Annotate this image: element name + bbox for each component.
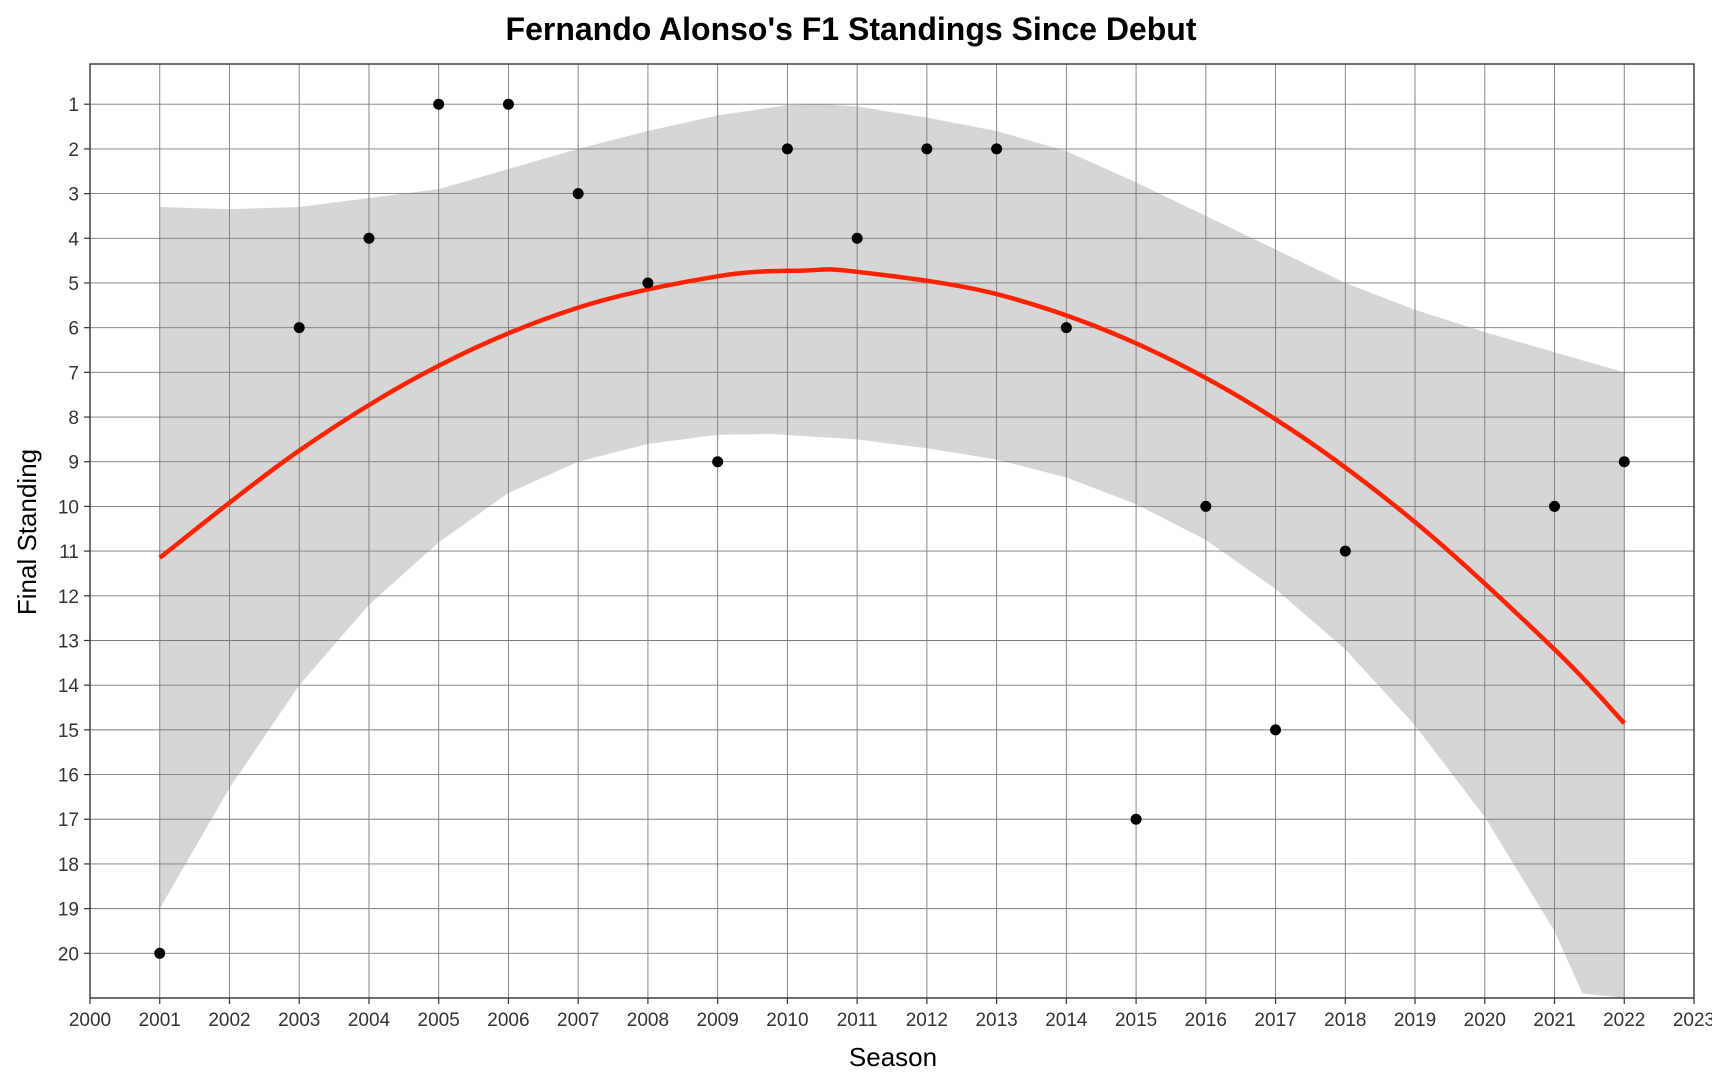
x-tick-label: 2011 bbox=[837, 1010, 878, 1031]
x-tick-label: 2000 bbox=[69, 1010, 111, 1031]
y-tick-label: 19 bbox=[58, 900, 79, 921]
x-tick-label: 2014 bbox=[1045, 1010, 1088, 1031]
y-tick-label: 12 bbox=[58, 587, 79, 608]
y-axis-title: Final Standing bbox=[12, 449, 42, 615]
chart-title: Fernando Alonso's F1 Standings Since Deb… bbox=[506, 11, 1197, 47]
x-tick-label: 2009 bbox=[697, 1010, 739, 1031]
x-tick-label: 2013 bbox=[975, 1010, 1017, 1031]
y-tick-label: 3 bbox=[68, 185, 79, 206]
data-point-2022 bbox=[1618, 456, 1630, 468]
y-tick-label: 5 bbox=[68, 274, 79, 295]
trend-line bbox=[158, 267, 1626, 725]
data-point-2008 bbox=[642, 277, 654, 289]
x-tick-label: 2003 bbox=[278, 1010, 320, 1031]
data-point-2012 bbox=[921, 143, 933, 155]
panel-border bbox=[89, 63, 1695, 999]
x-tick-label: 2016 bbox=[1185, 1010, 1227, 1031]
y-tick-label: 4 bbox=[68, 229, 79, 250]
y-tick-label: 6 bbox=[68, 319, 79, 340]
x-axis-title: Season bbox=[849, 1042, 937, 1072]
data-point-2011 bbox=[851, 232, 863, 244]
x-tick-label: 2015 bbox=[1115, 1010, 1157, 1031]
x-tick-label: 2020 bbox=[1464, 1010, 1506, 1031]
plot-area: 2000 2001 2002 2003 2004 2005 2006 2007 2008 2009… bbox=[58, 63, 1712, 1031]
data-points bbox=[154, 98, 1630, 959]
y-tick-label: 14 bbox=[58, 676, 80, 697]
x-tick-label: 2008 bbox=[627, 1010, 669, 1031]
data-point-2015 bbox=[1130, 813, 1142, 825]
x-tick-label: 2017 bbox=[1254, 1010, 1296, 1031]
data-point-2013 bbox=[991, 143, 1003, 155]
data-point-2021 bbox=[1549, 500, 1561, 512]
x-tick-label: 2012 bbox=[906, 1010, 948, 1031]
x-tick-label: 2023 bbox=[1673, 1010, 1712, 1031]
data-point-2017 bbox=[1270, 724, 1282, 736]
data-point-2003 bbox=[293, 322, 305, 334]
data-point-2010 bbox=[781, 143, 793, 155]
x-tick-label: 2010 bbox=[766, 1010, 808, 1031]
y-tick-label: 17 bbox=[58, 810, 79, 831]
x-tick-label: 2007 bbox=[557, 1010, 599, 1031]
data-point-2009 bbox=[712, 456, 724, 468]
y-tick-label: 8 bbox=[68, 408, 79, 429]
grid-lines bbox=[89, 64, 1695, 998]
x-tick-label: 2018 bbox=[1324, 1010, 1366, 1031]
y-tick-label: 10 bbox=[58, 497, 79, 518]
y-tick-label: 16 bbox=[58, 766, 79, 787]
data-point-2006 bbox=[502, 98, 514, 110]
x-tick-label: 2019 bbox=[1394, 1010, 1436, 1031]
data-point-2004 bbox=[363, 232, 375, 244]
y-tick-label: 11 bbox=[59, 542, 79, 563]
x-tick-label: 2004 bbox=[348, 1010, 391, 1031]
x-tick-label: 2021 bbox=[1533, 1010, 1575, 1031]
x-tick-label: 2006 bbox=[487, 1010, 529, 1031]
x-tick-label: 2005 bbox=[418, 1010, 460, 1031]
data-point-2018 bbox=[1339, 545, 1351, 557]
data-point-2001 bbox=[154, 947, 166, 959]
y-tick-label: 1 bbox=[68, 95, 79, 116]
x-tick-label: 2022 bbox=[1603, 1010, 1645, 1031]
x-tick-label: 2002 bbox=[208, 1010, 250, 1031]
y-tick-label: 2 bbox=[68, 140, 79, 161]
data-point-2014 bbox=[1060, 322, 1072, 334]
data-point-2007 bbox=[572, 188, 584, 200]
y-tick-label: 20 bbox=[58, 944, 79, 965]
y-tick-label: 9 bbox=[68, 453, 79, 474]
data-point-2005 bbox=[433, 98, 445, 110]
data-point-2016 bbox=[1200, 500, 1212, 512]
x-tick-label: 2001 bbox=[139, 1010, 181, 1031]
y-tick-label: 15 bbox=[58, 721, 79, 742]
y-tick-label: 13 bbox=[58, 631, 79, 652]
y-tick-label: 18 bbox=[58, 855, 79, 876]
y-tick-label: 7 bbox=[68, 363, 79, 384]
